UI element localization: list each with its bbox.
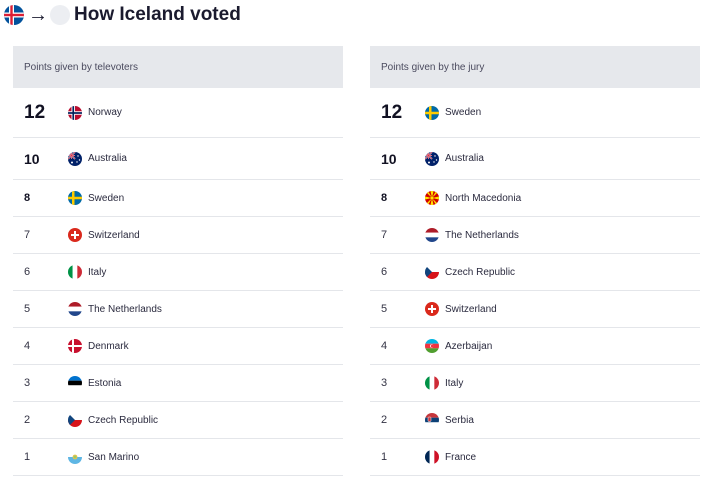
country-name: Denmark bbox=[88, 340, 129, 352]
list-item: 4 Azerbaijan bbox=[370, 328, 700, 365]
list-item: 7 Switzerland bbox=[13, 217, 343, 254]
country-name: Norway bbox=[88, 107, 122, 118]
points-value: 2 bbox=[381, 414, 388, 426]
points-value: 3 bbox=[24, 377, 31, 389]
country-name: Azerbaijan bbox=[445, 340, 493, 352]
arrow-right-icon: → bbox=[28, 4, 48, 26]
televoters-heading: Points given by televoters bbox=[13, 46, 343, 88]
serbia-flag-icon bbox=[425, 413, 439, 427]
switzerland-flag-icon bbox=[425, 302, 439, 316]
norway-flag-icon bbox=[68, 105, 82, 120]
the-netherlands-flag-icon bbox=[425, 228, 439, 242]
list-item: 1 France bbox=[370, 439, 700, 476]
country-name: Czech Republic bbox=[445, 266, 516, 278]
the-netherlands-flag-icon bbox=[68, 302, 82, 316]
list-item: 1 San Marino bbox=[13, 439, 343, 476]
points-value: 5 bbox=[24, 303, 31, 315]
list-item: 6 Czech Republic bbox=[370, 254, 700, 291]
page-header: → How Iceland voted bbox=[4, 2, 241, 28]
placeholder-flag-icon bbox=[50, 5, 70, 25]
estonia-flag-icon bbox=[68, 376, 82, 390]
points-value: 5 bbox=[381, 303, 388, 315]
points-value: 2 bbox=[24, 414, 31, 426]
list-item: 10 Australia bbox=[13, 138, 343, 180]
list-item: 3 Estonia bbox=[13, 365, 343, 402]
country-name: The Netherlands bbox=[445, 229, 519, 241]
points-value: 6 bbox=[24, 266, 31, 278]
france-flag-icon bbox=[425, 450, 439, 464]
points-value: 4 bbox=[24, 340, 31, 352]
italy-flag-icon bbox=[68, 265, 82, 279]
points-value: 8 bbox=[24, 192, 31, 204]
italy-flag-icon bbox=[425, 376, 439, 390]
country-name: Italy bbox=[445, 377, 464, 389]
list-item: 2 Czech Republic bbox=[13, 402, 343, 439]
list-item: 12 Norway bbox=[13, 88, 343, 138]
iceland-flag-icon bbox=[4, 5, 24, 25]
country-name: Czech Republic bbox=[88, 414, 159, 426]
jury-panel: Points given by the jury 12 Sweden 10 Austr… bbox=[370, 46, 700, 476]
list-item: 3 Italy bbox=[370, 365, 700, 402]
list-item: 6 Italy bbox=[13, 254, 343, 291]
country-name: Australia bbox=[88, 153, 127, 164]
points-value: 10 bbox=[381, 150, 397, 167]
points-value: 12 bbox=[24, 101, 46, 123]
czech-republic-flag-icon bbox=[425, 265, 439, 279]
list-item: 7 The Netherlands bbox=[370, 217, 700, 254]
country-name: Switzerland bbox=[445, 303, 497, 315]
denmark-flag-icon bbox=[68, 339, 82, 353]
televoters-list: 12 Norway 10 Australia 8 Sweden 7 Switzerland 6 I… bbox=[13, 88, 343, 476]
list-item: 4 Denmark bbox=[13, 328, 343, 365]
list-item: 2 Serbia bbox=[370, 402, 700, 439]
points-value: 4 bbox=[381, 340, 388, 352]
jury-list: 12 Sweden 10 Australia 8 North Macedonia 7 The … bbox=[370, 88, 700, 476]
country-name: Italy bbox=[88, 266, 107, 278]
jury-heading: Points given by the jury bbox=[370, 46, 700, 88]
sweden-flag-icon bbox=[68, 191, 82, 205]
country-name: Estonia bbox=[88, 377, 122, 389]
points-value: 8 bbox=[381, 192, 388, 204]
points-value: 7 bbox=[24, 229, 31, 241]
country-name: Serbia bbox=[445, 414, 474, 426]
list-item: 5 Switzerland bbox=[370, 291, 700, 328]
list-item: 8 North Macedonia bbox=[370, 180, 700, 217]
country-name: Switzerland bbox=[88, 229, 140, 241]
san-marino-flag-icon bbox=[68, 450, 82, 464]
list-item: 10 Australia bbox=[370, 138, 700, 180]
sweden-flag-icon bbox=[425, 105, 439, 120]
page-title: How Iceland voted bbox=[74, 4, 241, 25]
points-value: 12 bbox=[381, 101, 403, 123]
azerbaijan-flag-icon bbox=[425, 339, 439, 353]
points-value: 10 bbox=[24, 150, 40, 167]
country-name: Sweden bbox=[445, 107, 482, 118]
country-name: North Macedonia bbox=[445, 192, 522, 204]
points-value: 1 bbox=[24, 451, 31, 463]
list-item: 5 The Netherlands bbox=[13, 291, 343, 328]
australia-flag-icon bbox=[425, 151, 439, 166]
points-value: 6 bbox=[381, 266, 388, 278]
czech-republic-flag-icon bbox=[68, 413, 82, 427]
country-name: The Netherlands bbox=[88, 303, 162, 315]
australia-flag-icon bbox=[68, 151, 82, 166]
switzerland-flag-icon bbox=[68, 228, 82, 242]
country-name: France bbox=[445, 451, 477, 463]
list-item: 12 Sweden bbox=[370, 88, 700, 138]
points-value: 1 bbox=[381, 451, 388, 463]
points-value: 7 bbox=[381, 229, 388, 241]
north-macedonia-flag-icon bbox=[425, 191, 439, 205]
list-item: 8 Sweden bbox=[13, 180, 343, 217]
points-value: 3 bbox=[381, 377, 388, 389]
country-name: Australia bbox=[445, 153, 484, 164]
country-name: Sweden bbox=[88, 192, 125, 204]
televoters-panel: Points given by televoters 12 Norway 10 Aus… bbox=[13, 46, 343, 476]
country-name: San Marino bbox=[88, 451, 140, 463]
